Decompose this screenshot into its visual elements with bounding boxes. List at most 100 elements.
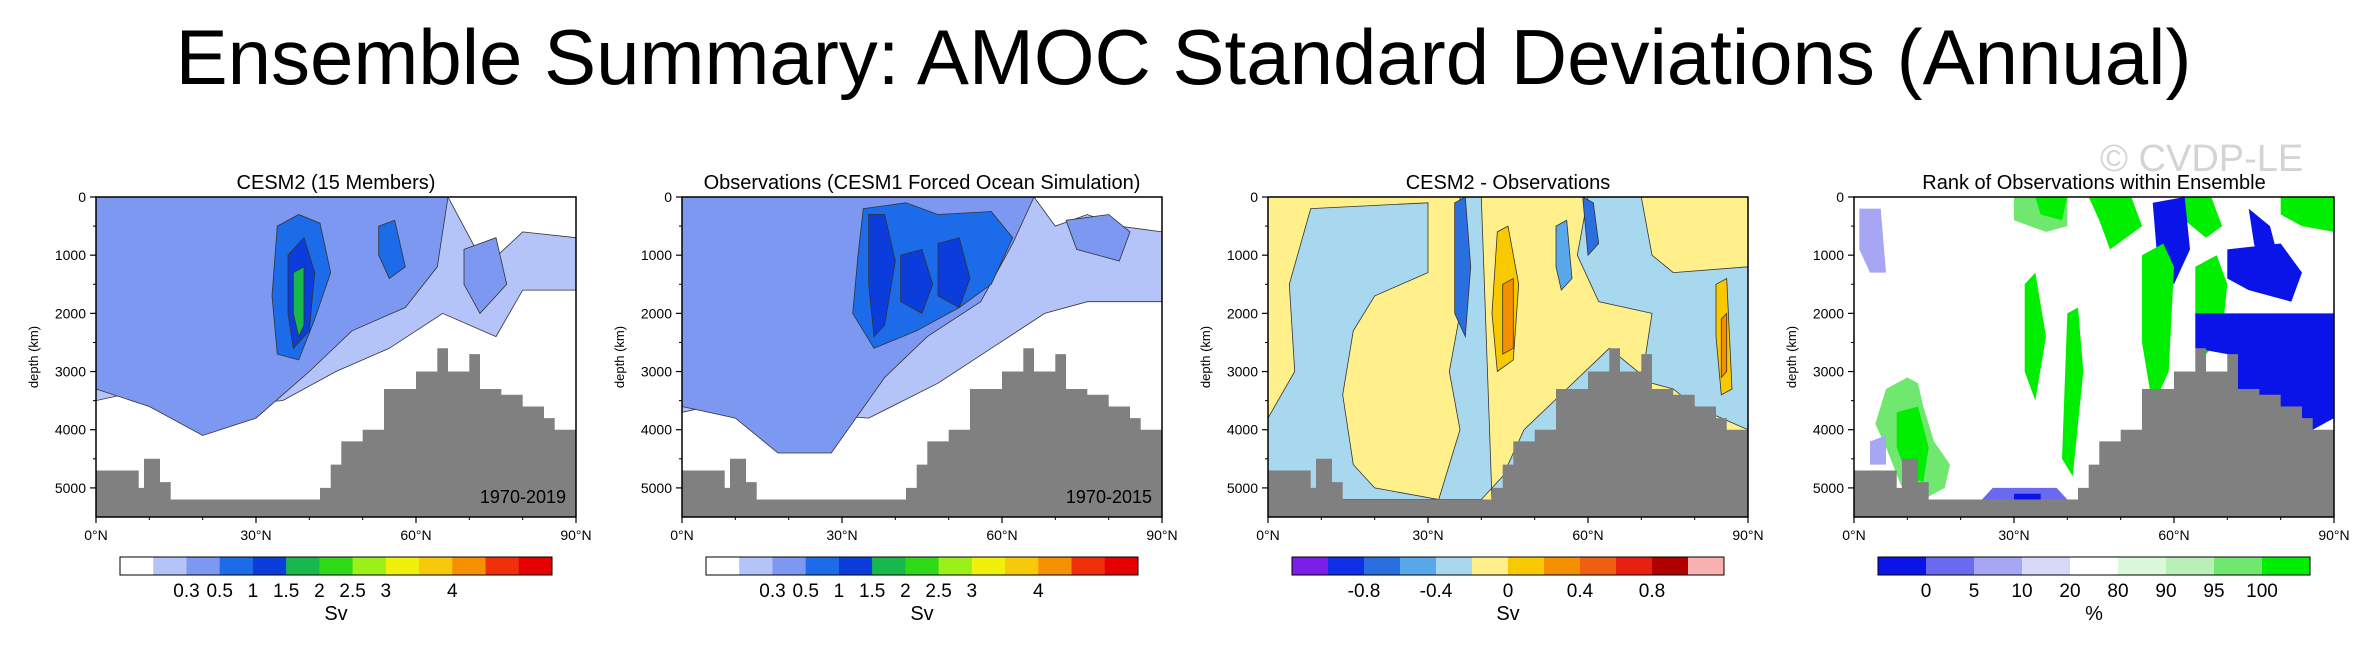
- bathymetry-land: [1854, 348, 2334, 517]
- y-tick-label: 3000: [55, 364, 86, 380]
- x-tick-label: 30°N: [240, 527, 271, 543]
- colorbar-unit: Sv: [324, 603, 347, 625]
- colorbar-unit: Sv: [1496, 603, 1519, 625]
- contour-region-12: [2062, 307, 2084, 477]
- y-tick-label: 5000: [1813, 480, 1844, 496]
- colorbar-swatch: [1436, 557, 1473, 575]
- y-tick-label: 0: [1836, 189, 1844, 205]
- colorbar-swatch: [1328, 557, 1365, 575]
- x-tick-label: 90°N: [2318, 527, 2349, 543]
- y-tick-label: 1000: [1813, 247, 1844, 263]
- y-tick-label: 2000: [1227, 305, 1258, 321]
- x-tick-label: 0°N: [1842, 527, 1866, 543]
- colorbar-tick-label: 0: [1503, 581, 1514, 602]
- colorbar-swatch: [2214, 557, 2263, 575]
- colorbar-swatch: [1364, 557, 1401, 575]
- panel-title: CESM2 (15 Members): [237, 172, 436, 194]
- colorbar-swatch: [2166, 557, 2215, 575]
- colorbar-swatch: [1071, 557, 1106, 575]
- plot-frame: [1267, 196, 1749, 518]
- plot-area: [96, 197, 576, 517]
- y-tick-label: 5000: [641, 480, 672, 496]
- colorbar-swatch: [772, 557, 806, 575]
- x-tick-label: 0°N: [84, 527, 108, 543]
- x-tick-label: 0°N: [670, 527, 694, 543]
- colorbar-swatch: [518, 557, 553, 575]
- bathymetry-land: [682, 348, 1162, 517]
- contour-region-3: [2088, 197, 2142, 250]
- panel-title: CESM2 - Observations: [1406, 172, 1611, 194]
- colorbar-swatch: [219, 557, 254, 575]
- x-tick-label: 60°N: [986, 527, 1017, 543]
- plot-area: [682, 197, 1162, 517]
- contour-region-7: [1065, 214, 1131, 262]
- x-tick-label: 90°N: [1146, 527, 1177, 543]
- x-tick-label: 60°N: [1572, 527, 1603, 543]
- colorbar-tick-label: 2: [900, 581, 911, 602]
- contour-region-15: [2195, 313, 2334, 430]
- contour-region-4: [2184, 197, 2222, 238]
- plot-area: [1854, 197, 2334, 517]
- contour-region-4: [1454, 197, 1472, 339]
- colorbar-swatch: [1005, 557, 1039, 575]
- y-tick-label: 2000: [55, 305, 86, 321]
- colorbar-swatch: [739, 557, 773, 575]
- contour-region-1: [1268, 197, 1748, 500]
- colorbar-unit: %: [2085, 603, 2103, 625]
- period-annotation: 1970-2015: [1066, 487, 1152, 507]
- colorbar-swatch: [1974, 557, 2023, 575]
- colorbar-swatch: [186, 557, 220, 575]
- colorbar-swatch: [252, 557, 287, 575]
- y-tick-label: 4000: [641, 422, 672, 438]
- colorbar-swatch: [1104, 557, 1139, 575]
- bathymetry-land: [96, 348, 576, 517]
- colorbar-tick-label: 0.5: [792, 581, 818, 602]
- colorbar-tick-label: 0.8: [1639, 581, 1665, 602]
- colorbar-tick-label: 5: [1969, 581, 1980, 602]
- colorbar-tick-label: 1.5: [273, 581, 299, 602]
- colorbar-swatch: [1508, 557, 1545, 575]
- colorbar-frame: [1877, 556, 2311, 576]
- x-tick-label: 60°N: [2158, 527, 2189, 543]
- y-tick-label: 3000: [1813, 364, 1844, 380]
- contour-region-6: [1555, 219, 1573, 291]
- colorbar-swatch: [286, 557, 320, 575]
- colorbar-swatch: [1580, 557, 1617, 575]
- x-tick-label: 30°N: [1998, 527, 2029, 543]
- contour-region-2: [2035, 197, 2068, 221]
- colorbar-tick-label: 0.3: [759, 581, 785, 602]
- y-tick-label: 2000: [1813, 305, 1844, 321]
- y-tick-label: 0: [1250, 189, 1258, 205]
- x-tick-label: 90°N: [560, 527, 591, 543]
- x-tick-label: 30°N: [1412, 527, 1443, 543]
- colorbar-tick-label: 100: [2246, 581, 2278, 602]
- y-tick-label: 3000: [1227, 364, 1258, 380]
- contour-region-6: [937, 237, 971, 309]
- colorbar-tick-label: 2.5: [339, 581, 365, 602]
- colorbar: 0.3 0.5 1 1.5 2 2.5 3 4 Sv: [119, 556, 553, 625]
- y-axis-label: depth (km): [1784, 326, 1799, 388]
- colorbar-swatch: [2022, 557, 2071, 575]
- contour-region-2: [96, 197, 449, 436]
- panel-title: Rank of Observations within Ensemble: [1922, 172, 2266, 194]
- y-axis-label: depth (km): [1198, 326, 1213, 388]
- colorbar-swatch: [485, 557, 520, 575]
- y-tick-label: 4000: [1227, 422, 1258, 438]
- contour-region-5: [2280, 197, 2334, 232]
- colorbar-tick-label: 3: [967, 581, 978, 602]
- contour-region-13: [2142, 243, 2174, 407]
- plot-frame: [1853, 196, 2335, 518]
- x-tick-label: 90°N: [1732, 527, 1763, 543]
- colorbar-swatch: [1400, 557, 1437, 575]
- colorbar-tick-label: -0.8: [1348, 581, 1381, 602]
- plot-frame: [681, 196, 1163, 518]
- colorbar-swatch: [905, 557, 939, 575]
- colorbar-tick-label: 2: [314, 581, 325, 602]
- colorbar-unit: Sv: [910, 603, 933, 625]
- colorbar-swatch: [872, 557, 906, 575]
- colorbar-tick-label: 4: [1033, 581, 1044, 602]
- x-tick-label: 60°N: [400, 527, 431, 543]
- colorbar-swatch: [706, 557, 740, 575]
- colorbar-tick-label: 2.5: [925, 581, 951, 602]
